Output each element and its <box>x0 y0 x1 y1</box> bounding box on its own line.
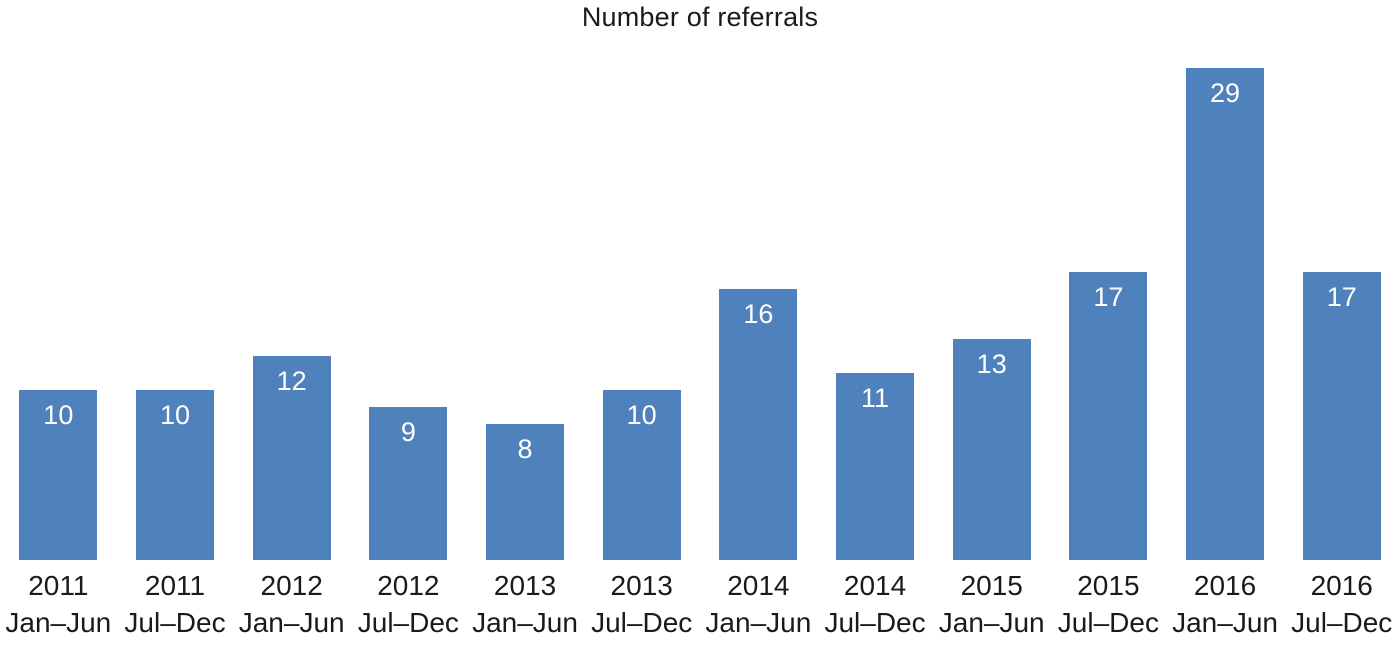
bar-area: 16 <box>700 0 817 560</box>
bar-area: 17 <box>1050 0 1167 560</box>
chart-title: Number of referrals <box>581 2 819 32</box>
bar: 9 <box>369 407 448 560</box>
x-axis-label-period: Jan–Jun <box>1172 607 1278 638</box>
bar-area: 17 <box>1283 0 1400 560</box>
x-axis-label-year: 2014 <box>727 570 790 601</box>
bar-area: 8 <box>467 0 584 560</box>
x-axis-label-period: Jan–Jun <box>5 607 112 638</box>
bar-value-label: 29 <box>1210 78 1241 108</box>
x-axis-label-period: Jan–Jun <box>238 607 345 638</box>
bar: 12 <box>252 356 331 560</box>
x-axis-label-year: 2011 <box>144 570 206 601</box>
x-axis-label-year: 2013 <box>610 570 673 601</box>
chart-column: 11 2014 Jul–Dec <box>817 0 934 647</box>
bar: 29 <box>1186 68 1265 560</box>
bar-value-label: 10 <box>159 400 191 430</box>
bar-area: 9 <box>350 0 467 560</box>
chart-column: 10 2011 Jan–Jun <box>0 0 117 647</box>
bar-value-label: 9 <box>400 417 416 447</box>
bar-value-label: 8 <box>517 434 533 464</box>
chart-column: 16 2014 Jan–Jun <box>700 0 817 647</box>
chart-column: 17 2015 Jul–Dec <box>1050 0 1167 647</box>
x-axis-label-period: Jul–Dec <box>591 607 693 638</box>
bar: 17 <box>1302 272 1381 560</box>
bar-value-label: 17 <box>1326 282 1357 312</box>
x-axis-label-year: 2015 <box>1077 570 1140 601</box>
x-axis-label-period: Jul–Dec <box>1291 607 1393 638</box>
x-axis-label-period: Jan–Jun <box>472 607 578 638</box>
bar-area: 29 <box>1167 0 1284 560</box>
bar: 8 <box>486 424 565 560</box>
chart-column: 29 2016 Jan–Jun <box>1167 0 1284 647</box>
bar-area: 12 <box>233 0 350 560</box>
x-axis-label-year: 2014 <box>843 570 907 601</box>
chart-column: 8 2013 Jan–Jun <box>467 0 584 647</box>
bar-area: 10 <box>117 0 234 560</box>
bar-value-label: 13 <box>976 349 1007 379</box>
chart-column: 12 2012 Jan–Jun <box>233 0 350 647</box>
bar-value-label: 11 <box>861 383 890 413</box>
bar: 10 <box>136 390 214 560</box>
chart-column: 10 2013 Jul–Dec <box>583 0 700 647</box>
bar-value-label: 12 <box>276 366 307 396</box>
bar-value-label: 17 <box>1093 282 1124 312</box>
x-axis-label-year: 2016 <box>1310 570 1373 601</box>
x-axis-label-period: Jan–Jun <box>938 607 1045 638</box>
x-axis-label-year: 2016 <box>1193 570 1257 601</box>
x-axis-label-period: Jul–Dec <box>357 607 459 638</box>
bar: 13 <box>952 339 1031 560</box>
bar-area: 10 <box>583 0 700 560</box>
bar-value-label: 10 <box>43 400 74 430</box>
bar: 10 <box>602 390 681 560</box>
chart-column: 9 2012 Jul–Dec <box>350 0 467 647</box>
x-axis-label-period: Jul–Dec <box>1057 607 1159 638</box>
x-axis-label-year: 2015 <box>960 570 1023 601</box>
bar-value-label: 16 <box>743 299 774 329</box>
chart-column: 17 2016 Jul–Dec <box>1283 0 1400 647</box>
bar: 11 <box>836 373 915 560</box>
x-axis-label-year: 2013 <box>493 570 557 601</box>
x-axis-label-period: Jul–Dec <box>824 607 926 638</box>
bar: 17 <box>1069 272 1148 560</box>
x-axis-label-year: 2012 <box>260 570 323 601</box>
bar-value-label: 10 <box>626 400 657 430</box>
x-axis-label-year: 2011 <box>28 570 89 601</box>
bar-area: 11 <box>817 0 934 560</box>
x-axis-label-year: 2012 <box>377 570 440 601</box>
x-axis-label-period: Jan–Jun <box>705 607 812 638</box>
bar-area: 10 <box>0 0 117 560</box>
x-axis-label-period: Jul–Dec <box>124 607 226 638</box>
bar: 16 <box>719 289 798 560</box>
bar-area: 13 <box>933 0 1050 560</box>
bar: 10 <box>19 390 98 560</box>
chart-column: 10 2011 Jul–Dec <box>117 0 234 647</box>
chart-column: 13 2015 Jan–Jun <box>933 0 1050 647</box>
